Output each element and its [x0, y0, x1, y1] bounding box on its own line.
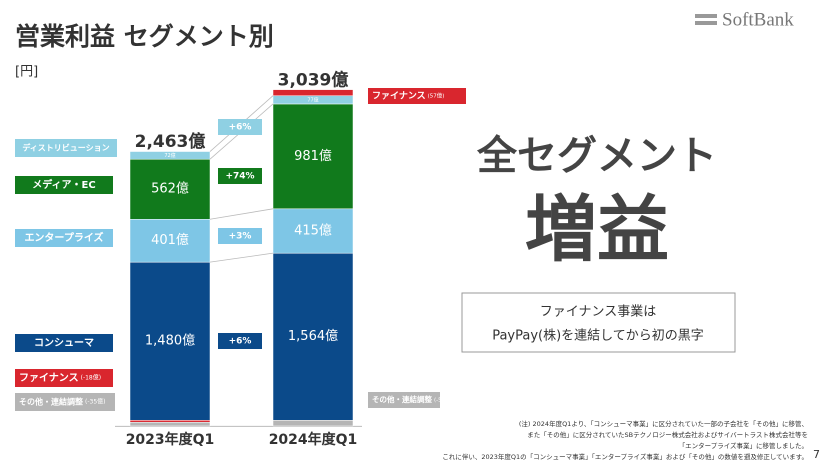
change-box [218, 119, 262, 135]
legend-box [15, 369, 113, 387]
side-label: その他・連結調整 [372, 394, 432, 404]
connector [209, 208, 274, 220]
side-label-box [368, 392, 440, 408]
footnote: これに伴い、2023年度Q1の「コンシューマ事業」「エンタープライズ事業」および… [442, 452, 808, 461]
chart-title: 営業利益 セグメント別 [15, 22, 274, 51]
change-label: +74% [225, 172, 254, 182]
footnote: また「その他」に区分されていたSBテクノロジー株式会社およびサイバートラスト株式… [527, 430, 808, 439]
legend-box [15, 334, 113, 352]
segment-label: 1,564億 [288, 328, 338, 344]
legend-box [15, 229, 113, 247]
category-label: 2024年度Q1 [269, 431, 358, 448]
bar-segment [272, 89, 354, 96]
bar-segment [129, 151, 211, 160]
side-value-label: (57億) [428, 92, 445, 100]
segment-label: 401億 [151, 232, 189, 248]
bar-segment [129, 421, 211, 427]
change-label: +6% [229, 337, 252, 347]
side-value-label: (-53億) [434, 396, 453, 404]
footnote: 「エンタープライズ事業」に移管しました。 [679, 441, 808, 450]
bar-segment [272, 252, 354, 421]
headline: 全セグメント [476, 133, 717, 179]
change-box [218, 333, 262, 349]
legend-value-label: (-35億) [85, 398, 105, 406]
bar-segment [272, 420, 354, 427]
legend-label: ディストリビューション [22, 143, 109, 153]
legend-label: ファイナンス [19, 372, 79, 384]
logo-bar [695, 21, 717, 25]
side-label: ファイナンス [372, 91, 426, 102]
bar-segment [129, 420, 211, 423]
segment-label: 72億 [164, 152, 175, 159]
connector [209, 252, 274, 263]
unit-label: [円] [15, 65, 38, 80]
segment-label: 981億 [294, 148, 332, 164]
change-box [218, 168, 262, 184]
segment-label: 1,480億 [145, 333, 195, 349]
legend-label: コンシューマ [34, 337, 94, 349]
bar-segment [129, 219, 211, 263]
legend-label: メディア・EC [32, 178, 95, 191]
footnote: (注) 2024年度Q1より、「コンシューマ事業」に区分されていた一部の子会社を… [519, 419, 808, 428]
logo: SoftBank [695, 9, 794, 30]
change-box [218, 228, 262, 244]
segment-label: 77億 [307, 96, 318, 103]
legend-box [15, 139, 117, 157]
total-label: 2,463億 [135, 131, 206, 152]
bar-segment [129, 158, 211, 220]
legend-label: エンタープライズ [24, 231, 103, 244]
bar-segment [272, 208, 354, 254]
logo-text: SoftBank [722, 9, 794, 30]
segment-label: 415億 [294, 222, 332, 238]
change-label: +6% [229, 123, 252, 133]
legend-box [15, 393, 115, 411]
callout-text: PayPay(株)を連結してから初の黒字 [492, 329, 704, 344]
side-label-box [368, 88, 466, 104]
segment-label: 562億 [151, 181, 189, 197]
change-label: +3% [229, 232, 252, 242]
legend-value-label: (-18億) [81, 374, 101, 382]
total-label: 3,039億 [278, 70, 349, 91]
legend-box [15, 176, 113, 194]
logo-bar [695, 14, 717, 18]
page-number: 7 [813, 448, 820, 461]
legend-label: その他・連結調整 [19, 397, 83, 407]
bar-segment [129, 261, 211, 421]
headline: 増益 [525, 188, 669, 272]
callout-text: ファイナンス事業は [540, 304, 656, 320]
category-label: 2023年度Q1 [126, 431, 215, 448]
callout-box [461, 292, 736, 353]
